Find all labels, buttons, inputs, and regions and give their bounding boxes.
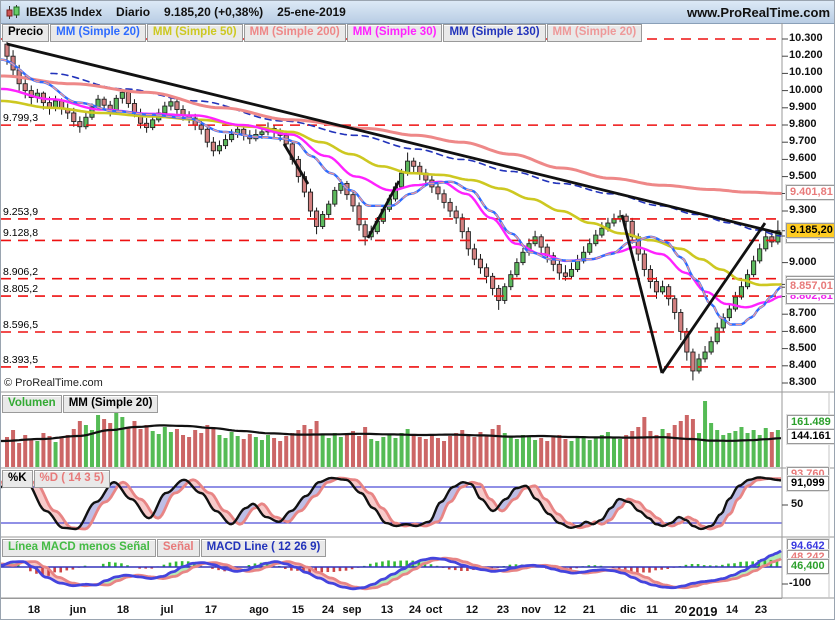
macd-legend-chip-0[interactable]: Línea MACD menos Señal (2, 539, 156, 557)
macd-value-box: 46,400 (787, 559, 829, 574)
price-tick-label: 9.500 (789, 170, 817, 182)
price-tick-label: 9.900 (789, 101, 817, 113)
session-date: 25-ene-2019 (277, 5, 346, 19)
stochastic-panel[interactable] (1, 476, 782, 531)
price-tick-label: 8.700 (789, 307, 817, 319)
stoch-tick-label: 50 (791, 498, 804, 510)
time-axis-label: jun (69, 604, 87, 616)
time-axis-label: dic (620, 604, 636, 616)
price-legend-chip-0[interactable]: Precio (2, 24, 50, 42)
price-panel[interactable] (1, 36, 783, 381)
macd-legend-chip-2[interactable]: MACD Line ( 12 26 9) (200, 539, 327, 557)
time-axis-label: 14 (725, 604, 739, 616)
volume-legend-chip-0[interactable]: Volumen (2, 395, 62, 413)
trendline[interactable] (6, 42, 783, 236)
price-value-box: 9.185,20 (786, 223, 834, 238)
time-axis-label: 21 (582, 604, 596, 616)
price-legend-chip-1[interactable]: MM (Simple 20) (50, 24, 146, 42)
price-tick-label: 8.300 (789, 376, 817, 388)
macd-legend-chip-1[interactable]: Señal (156, 539, 200, 557)
time-axis-label: 12 (553, 604, 567, 616)
price-tick-label: 9.600 (789, 152, 817, 164)
macd-legend-row: Línea MACD menos Señal Señal MACD Line ( 1… (2, 539, 327, 557)
volume-legend-chip-1[interactable]: MM (Simple 20) (62, 395, 159, 413)
candlestick-icon (6, 4, 20, 19)
price-tick-label: 10.000 (789, 84, 823, 96)
time-axis-label: oct (425, 604, 443, 616)
price-tick-label: 10.300 (789, 32, 823, 44)
price-alert-label: 9.128,8 (3, 227, 39, 239)
price-value-box: 8.857,01 (786, 279, 834, 294)
trendline[interactable] (366, 180, 401, 239)
time-axis-label: 15 (291, 604, 305, 616)
stoch-legend-chip-1[interactable]: %D ( 14 3 5) (33, 470, 111, 488)
price-tick-label: 8.400 (789, 359, 817, 371)
price-alert-label: 9.253,9 (3, 206, 39, 218)
price-tick-label: 9.700 (789, 135, 817, 147)
trendline[interactable] (660, 222, 767, 374)
price-tick-label: 10.100 (789, 66, 823, 78)
last-price-and-change: 9.185,20 (+0,38%) (164, 5, 264, 19)
time-axis-label: nov (521, 604, 541, 616)
macd-panel[interactable] (1, 549, 782, 591)
price-legend-chip-6[interactable]: MM (Simple 20) (546, 24, 643, 42)
time-axis-label: 18 (27, 604, 41, 616)
price-tick-label: 9.800 (789, 118, 817, 130)
price-legend-chip-4[interactable]: MM (Simple 30) (346, 24, 443, 42)
price-value-box: 9.401,81 (786, 185, 834, 200)
prorealtime-link[interactable]: www.ProRealTime.com (686, 4, 830, 20)
time-axis-label: ago (249, 604, 269, 616)
time-axis-label: 24 (321, 604, 335, 616)
price-alert-label: 8.596,5 (3, 319, 39, 331)
time-axis-label: 2019 (688, 604, 718, 619)
time-axis-label: 17 (204, 604, 218, 616)
time-axis-label: 13 (380, 604, 394, 616)
price-alert-label: 8.805,2 (3, 283, 39, 295)
time-axis-label: 23 (496, 604, 510, 616)
time-axis-label: 20 (674, 604, 688, 616)
time-axis-label: jul (160, 604, 174, 616)
time-axis-label: 24 (408, 604, 422, 616)
time-axis[interactable]: 18 jun 18 jul 17 ago 15 24 sep 13 24 oct 12 23 nov 12 21… (1, 598, 782, 619)
volume-legend-row: Volumen MM (Simple 20) (2, 395, 159, 413)
timeframe-label: Diario (116, 5, 151, 19)
copyright-watermark: © ProRealTime.com (4, 377, 103, 389)
price-tick-label: 10.200 (789, 49, 823, 61)
trendline[interactable] (620, 214, 664, 374)
price-legend-chip-3[interactable]: MM (Simple 200) (243, 24, 346, 42)
price-tick-label: 8.600 (789, 324, 817, 336)
volume-value-box: 161.489 (787, 415, 834, 430)
price-tick-label: 9.000 (789, 256, 817, 268)
price-alert-label: 9.799,3 (3, 112, 39, 124)
time-axis-label: 23 (754, 604, 768, 616)
price-legend-row: Precio MM (Simple 20) MM (Simple 50) MM (Si… (2, 24, 643, 42)
stoch-legend-chip-0[interactable]: %K (2, 470, 33, 488)
time-axis-label: 11 (646, 604, 658, 616)
volume-panel[interactable] (1, 401, 782, 467)
stochastic-legend-row: %K %D ( 14 3 5) (2, 470, 111, 488)
price-alert-label: 8.906,2 (3, 266, 39, 278)
volume-value-box: 144.161 (787, 429, 834, 444)
trendline[interactable] (282, 143, 310, 185)
price-tick-label: 8.500 (789, 342, 817, 354)
time-axis-label: sep (342, 604, 362, 616)
price-alert-label: 8.393,5 (3, 354, 39, 366)
time-axis-label: 12 (465, 604, 479, 616)
macd-tick-label: -100 (789, 577, 812, 589)
symbol-name: IBEX35 Index (26, 5, 103, 19)
time-axis-label: 18 (116, 604, 130, 616)
price-legend-chip-5[interactable]: MM (Simple 130) (443, 24, 546, 42)
stoch-value-box: 91,099 (787, 476, 829, 491)
chart-title-bar: IBEX35 Index Diario 9.185,20 (+0,38%) 25… (1, 1, 834, 24)
price-tick-label: 9.300 (789, 204, 817, 216)
price-legend-chip-2[interactable]: MM (Simple 50) (146, 24, 243, 42)
